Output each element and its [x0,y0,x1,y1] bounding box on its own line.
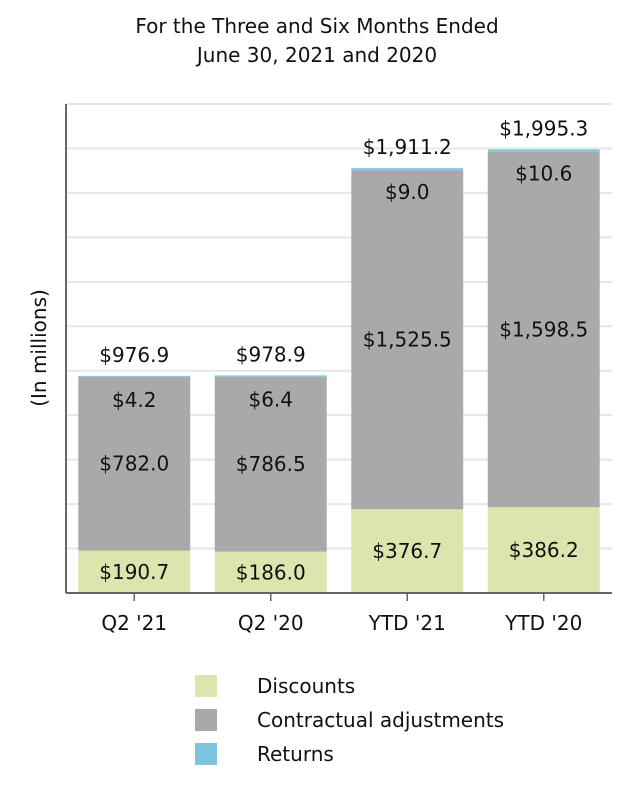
label-total: $1,995.3 [499,116,588,140]
bar-segment-contractual-adjustments [78,376,191,551]
label-discounts: $386.2 [509,538,579,562]
legend: Discounts Contractual adjustments Returns [195,674,504,766]
label-discounts: $190.7 [99,560,169,584]
legend-label: Contractual adjustments [257,708,504,732]
x-tick-label: Q2 '21 [101,611,167,635]
axes [65,104,612,601]
bars [78,149,600,593]
x-tick-label: YTD '21 [368,611,446,635]
legend-swatch [195,675,217,697]
label-returns: $4.2 [112,388,157,412]
chart-title-line-1: For the Three and Six Months Ended [135,14,499,38]
bar-segment-discounts [78,550,191,593]
label-contractual-adjustments: $782.0 [99,452,169,476]
chart-title-line-2: June 30, 2021 and 2020 [196,43,438,67]
label-total: $978.9 [236,342,306,366]
y-axis-label: (In millions) [27,289,51,407]
label-returns: $6.4 [248,387,293,411]
legend-label: Returns [257,742,334,766]
bar-segment-returns [351,168,464,171]
x-tick-labels: Q2 '21 Q2 '20 YTD '21 YTD '20 [101,611,582,635]
bar-segment-contractual-adjustments [487,151,600,508]
label-total: $976.9 [99,343,169,367]
bar-segment-contractual-adjustments [351,170,464,510]
label-total: $1,911.2 [363,135,452,159]
label-contractual-adjustments: $1,525.5 [363,328,452,352]
label-returns: $10.6 [515,161,572,185]
x-tick-label: Q2 '20 [238,611,304,635]
label-discounts: $186.0 [236,560,306,584]
bar-segment-contractual-adjustments [214,376,327,552]
x-tick-label: YTD '20 [504,611,582,635]
bar-segment-discounts [351,509,464,593]
label-contractual-adjustments: $786.5 [236,452,306,476]
bar-segment-returns [214,375,327,377]
label-discounts: $376.7 [372,539,442,563]
bar-segment-discounts [487,507,600,593]
data-labels: $190.7 $782.0 $4.2 $976.9 $186.0 $786.5 $6.4 $9… [99,116,588,584]
label-returns: $9.0 [385,180,430,204]
legend-swatch [195,743,217,765]
legend-label: Discounts [257,674,355,698]
bar-segment-discounts [214,551,327,593]
bar-segment-returns [78,375,191,377]
legend-swatch [195,709,217,731]
bar-segment-returns [487,149,600,152]
label-contractual-adjustments: $1,598.5 [499,318,588,342]
